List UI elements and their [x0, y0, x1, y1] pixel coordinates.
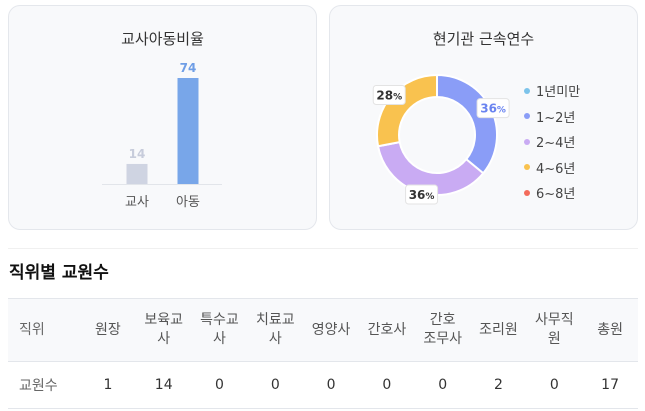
donut-slice-2~4년 — [376, 140, 485, 196]
donut-slice-4~6년 — [376, 73, 438, 148]
legend-dot-icon — [524, 189, 530, 196]
tenure-legend: 1년미만 1~2년 2~4년 4~6년 6~8년 — [524, 78, 580, 206]
column-header: 치료교 사 — [247, 298, 304, 362]
column-header: 조리원 — [470, 298, 527, 362]
table-cell: 0 — [303, 361, 359, 409]
bar-value-label: 14 — [129, 147, 146, 161]
table-cell: 1 — [80, 361, 136, 409]
slice-label-box — [405, 184, 439, 205]
slice-value-label: 36% — [409, 188, 435, 202]
column-header: 원장 — [80, 298, 136, 362]
column-header: 직위 — [8, 298, 80, 362]
slice-label-box — [372, 84, 406, 105]
column-header: 사무직 원 — [526, 298, 583, 362]
row-label: 교원수 — [8, 361, 80, 409]
section-divider — [8, 248, 638, 249]
legend-label: 2~4년 — [536, 136, 576, 152]
slice-value-label: 28% — [376, 88, 402, 102]
table-cell: 0 — [358, 361, 415, 409]
table-cell: 17 — [582, 361, 638, 409]
legend-label: 1~2년 — [536, 110, 576, 126]
column-header: 간호사 — [358, 298, 415, 362]
slice-value-label: 36% — [480, 102, 506, 116]
tenure-card-title: 현기관 근속연수 — [432, 30, 535, 48]
slice-label-box — [476, 98, 510, 119]
teacher-child-ratio-card: 교사아동비율 — [8, 5, 317, 230]
legend-label: 1년미만 — [536, 85, 581, 101]
bar-아동 — [177, 78, 199, 184]
staff-count-table: 직위 원장 보육교 사 특수교 사 치료교 사 영양사 간호사 간호 조무사 조리원 사무직 원 총원 교원수… — [8, 298, 638, 409]
table-cell: 2 — [470, 361, 527, 409]
bar-category-label: 아동 — [176, 195, 200, 210]
ratio-card-title: 교사아동비율 — [121, 30, 204, 48]
donut-slice-1~2년 — [436, 73, 498, 175]
legend-dot-icon — [524, 164, 530, 171]
legend-dot-icon — [524, 138, 530, 145]
legend-item: 2~4년 — [524, 129, 580, 155]
staff-section-title: 직위별 교원수 — [9, 263, 109, 283]
table-cell: 0 — [247, 361, 304, 409]
column-header: 간호 조무사 — [414, 298, 471, 362]
table-cell: 0 — [526, 361, 583, 409]
bar-value-label: 74 — [180, 61, 197, 75]
table-cell: 0 — [414, 361, 471, 409]
column-header: 특수교 사 — [191, 298, 248, 362]
legend-item: 1~2년 — [524, 104, 580, 130]
table-header-row: 직위 원장 보육교 사 특수교 사 치료교 사 영양사 간호사 간호 조무사 조리원 사무직 원 총원 — [8, 298, 638, 362]
bar-category-label: 교사 — [125, 195, 149, 210]
legend-label: 6~8년 — [536, 187, 576, 203]
column-header: 영양사 — [303, 298, 359, 362]
legend-item: 6~8년 — [524, 180, 580, 206]
column-header: 보육교 사 — [135, 298, 192, 362]
legend-item: 4~6년 — [524, 155, 580, 181]
table-row: 교원수 1 14 0 0 0 0 0 2 0 17 — [8, 361, 638, 409]
table-cell: 14 — [135, 361, 192, 409]
legend-dot-icon — [524, 87, 530, 94]
legend-dot-icon — [524, 113, 530, 120]
legend-item: 1년미만 — [524, 78, 580, 104]
legend-label: 4~6년 — [536, 161, 576, 177]
column-header: 총원 — [582, 298, 638, 362]
table-cell: 0 — [191, 361, 248, 409]
bar-교사 — [126, 163, 148, 184]
